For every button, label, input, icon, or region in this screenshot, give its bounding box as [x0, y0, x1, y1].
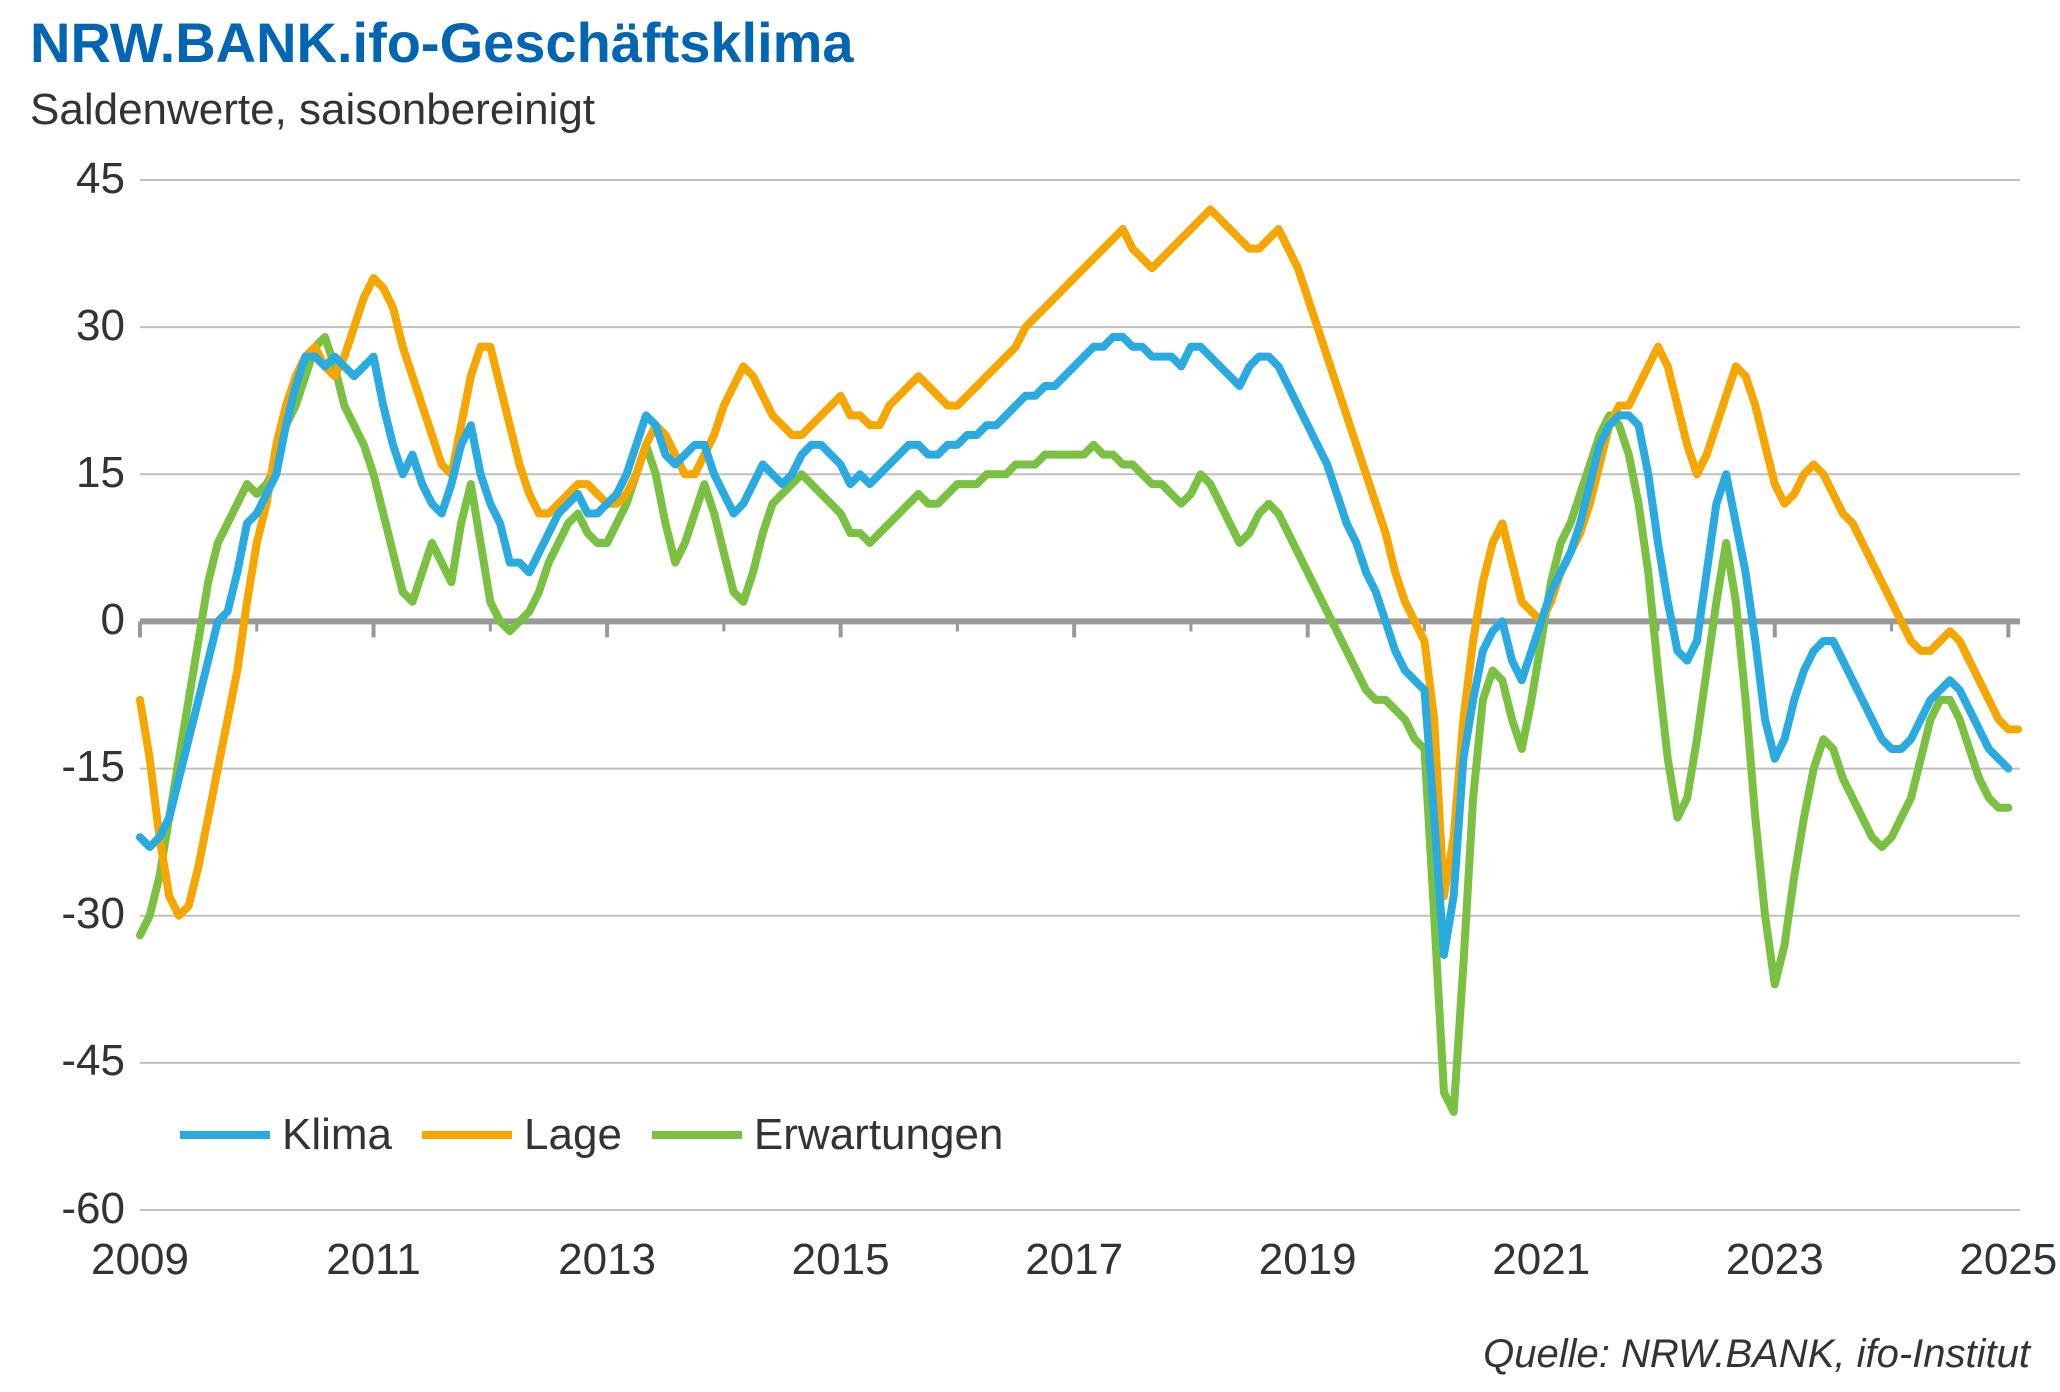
x-axis-tick-label: 2011 — [326, 1235, 421, 1285]
y-axis-tick-label: 45 — [76, 154, 125, 204]
x-axis-tick-label: 2015 — [792, 1235, 890, 1285]
chart-container: NRW.BANK.ifo-Geschäftsklima Saldenwerte,… — [0, 0, 2060, 1392]
legend-label: Lage — [524, 1110, 622, 1160]
line-chart — [0, 0, 2060, 1392]
y-axis-tick-label: 15 — [76, 448, 125, 498]
y-axis-tick-label: -30 — [61, 889, 125, 939]
x-axis-tick-label: 2023 — [1726, 1235, 1824, 1285]
x-axis-tick-label: 2013 — [558, 1235, 656, 1285]
y-axis-tick-label: 30 — [76, 301, 125, 351]
legend-item: Klima — [180, 1110, 392, 1160]
chart-legend: Klima Lage Erwartungen — [180, 1110, 1003, 1160]
legend-swatch — [422, 1131, 512, 1139]
x-axis-tick-label: 2019 — [1259, 1235, 1357, 1285]
x-axis-tick-label: 2021 — [1492, 1235, 1590, 1285]
y-axis-tick-label: -60 — [61, 1184, 125, 1234]
x-axis-tick-label: 2025 — [1959, 1235, 2057, 1285]
y-axis-tick-label: -45 — [61, 1036, 125, 1086]
legend-label: Erwartungen — [754, 1110, 1003, 1160]
x-axis-tick-label: 2017 — [1025, 1235, 1123, 1285]
legend-item: Erwartungen — [652, 1110, 1003, 1160]
legend-swatch — [180, 1131, 270, 1139]
legend-item: Lage — [422, 1110, 622, 1160]
legend-label: Klima — [282, 1110, 392, 1160]
y-axis-tick-label: -15 — [61, 742, 125, 792]
x-axis-tick-label: 2009 — [91, 1235, 189, 1285]
y-axis-tick-label: 0 — [101, 595, 125, 645]
legend-swatch — [652, 1131, 742, 1139]
chart-source: Quelle: NRW.BANK, ifo-Institut — [1483, 1332, 2030, 1377]
